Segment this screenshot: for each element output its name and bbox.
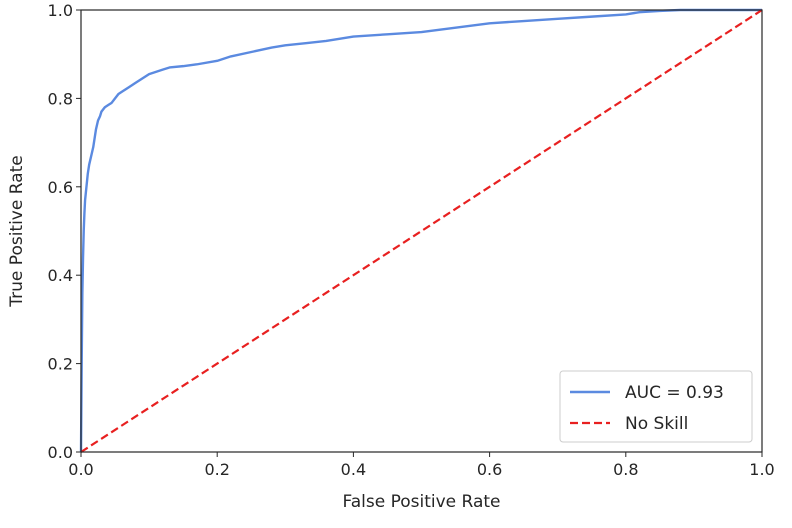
x-tick-label: 0.2 — [204, 460, 229, 479]
legend-box — [559, 370, 753, 443]
series-line-no-skill — [80, 9, 763, 453]
y-tick-label: 0.0 — [48, 443, 73, 462]
y-tick-label: 0.2 — [48, 355, 73, 374]
x-tick-label: 0.6 — [477, 460, 502, 479]
y-tick-label: 1.0 — [48, 1, 73, 20]
y-axis-label: True Positive Rate — [7, 155, 27, 307]
legend-label-no-skill: No Skill — [625, 414, 688, 434]
x-tick-label: 0.8 — [613, 460, 638, 479]
axis-ticks: 0.0 0.2 0.4 0.6 0.8 1.0 0.0 0.2 0.4 0.6 0.8 1.0 — [48, 1, 775, 479]
plot-area — [79, 8, 763, 453]
y-tick-label: 0.6 — [48, 178, 73, 197]
x-tick-label: 1.0 — [749, 460, 774, 479]
y-tick-label: 0.8 — [48, 89, 73, 108]
y-tick-label: 0.4 — [48, 266, 73, 285]
x-axis-label: False Positive Rate — [343, 492, 501, 512]
plot-frame — [80, 9, 763, 453]
series-line-auc-0-93 — [79, 8, 762, 453]
x-tick-label: 0.4 — [341, 460, 366, 479]
x-tick-label: 0.0 — [68, 460, 93, 479]
legend: AUC = 0.93 No Skill — [559, 370, 753, 443]
legend-label-auc: AUC = 0.93 — [625, 383, 724, 403]
